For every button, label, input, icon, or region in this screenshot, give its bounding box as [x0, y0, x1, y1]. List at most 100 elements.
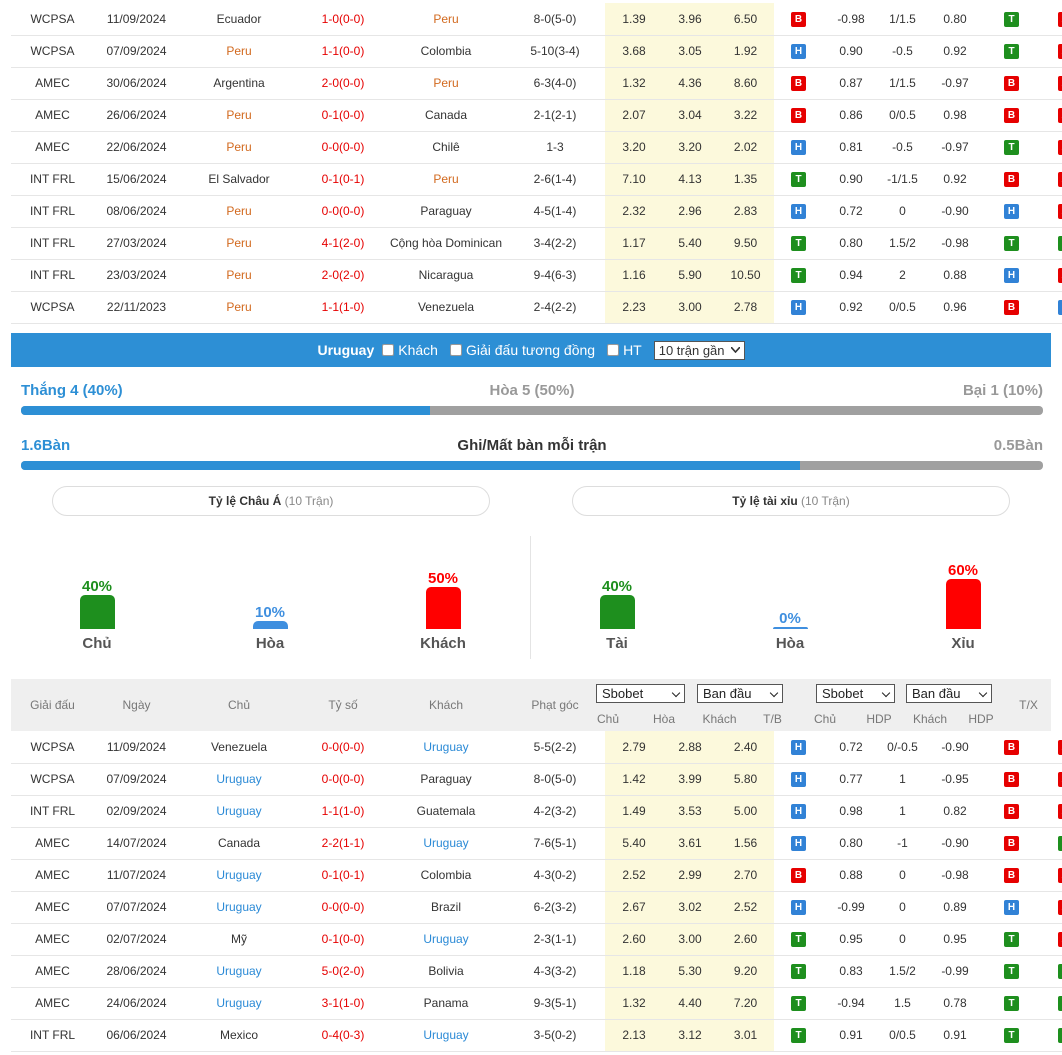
- league-cell-text[interactable]: AMEC: [35, 932, 70, 946]
- league-cell-text[interactable]: WCPSA: [30, 739, 75, 754]
- home-team-cell-text[interactable]: Peru: [226, 236, 252, 250]
- home-team-cell-text[interactable]: Canada: [217, 836, 261, 850]
- odds-draw-cell: 3.53: [663, 795, 717, 828]
- home-team-cell-text[interactable]: Uruguay: [216, 996, 262, 1010]
- ah-result-badge: B: [1004, 868, 1019, 883]
- ou-result-badge: X: [1057, 772, 1062, 787]
- ou-result-badge: T: [1057, 236, 1062, 251]
- ah-home-cell-text: 0.90: [839, 172, 863, 186]
- home-team-cell-text[interactable]: Argentina: [213, 76, 265, 90]
- league-cell-text[interactable]: AMEC: [35, 108, 70, 122]
- home-team-cell: Peru: [179, 227, 299, 260]
- league-cell-text[interactable]: AMEC: [35, 836, 70, 850]
- asian-handicap-tab[interactable]: Tỷ lệ Châu Á (10 Trận): [52, 486, 490, 516]
- home-team-cell-text[interactable]: Ecuador: [216, 11, 262, 26]
- same-league-checkbox[interactable]: Giải đấu tương đồng: [449, 342, 595, 358]
- ou-result-badge-cell: X: [1039, 763, 1062, 796]
- date-cell: 30/06/2024: [94, 67, 179, 100]
- corner-cell-text: 9-4(6-3): [533, 268, 577, 282]
- corner-cell: 5-10(3-4): [505, 35, 605, 68]
- odds-type-select-2[interactable]: Ban đầu: [906, 684, 992, 703]
- odds-type-select-1[interactable]: Ban đầu: [697, 684, 783, 703]
- ah-home-cell-text: 0.95: [839, 932, 863, 946]
- odds-away-cell: 1.35: [717, 163, 774, 196]
- away-team-cell-text[interactable]: Nicaragua: [418, 268, 474, 282]
- away-team-cell-text[interactable]: Uruguay: [423, 1028, 469, 1042]
- recent-matches-select[interactable]: 10 trận gần: [653, 340, 745, 360]
- league-cell-text[interactable]: INT FRL: [29, 172, 76, 186]
- away-team-cell-text[interactable]: Peru: [433, 11, 459, 26]
- home-team-cell-text[interactable]: Uruguay: [216, 964, 262, 978]
- ou-result-badge: X: [1057, 11, 1062, 27]
- home-team-cell-text[interactable]: Venezuela: [210, 739, 268, 754]
- away-team-cell-text[interactable]: Chilê: [432, 140, 460, 154]
- home-team-cell-text[interactable]: Uruguay: [216, 772, 262, 786]
- home-team-cell-text[interactable]: Uruguay: [216, 804, 262, 818]
- hdp-cell-text: 1/1.5: [889, 11, 916, 26]
- league-cell-text[interactable]: INT FRL: [29, 204, 76, 218]
- away-team-cell-text[interactable]: Uruguay: [423, 932, 469, 946]
- league-cell-text[interactable]: AMEC: [35, 964, 70, 978]
- ah-home-cell: 0.80: [823, 827, 879, 860]
- away-team-cell-text[interactable]: Uruguay: [423, 836, 469, 850]
- odds-home-cell: 2.60: [605, 923, 663, 956]
- league-cell-text[interactable]: INT FRL: [29, 268, 76, 282]
- hdp-cell: -1: [879, 827, 926, 860]
- ah-home-cell: 0.90: [823, 35, 879, 68]
- away-team-cell-text[interactable]: Colombia: [420, 868, 472, 882]
- home-team-cell-text[interactable]: Uruguay: [216, 868, 262, 882]
- away-team-cell-text[interactable]: Paraguay: [420, 204, 472, 218]
- home-team-cell-text[interactable]: Peru: [226, 300, 252, 314]
- odds-draw-cell: 5.40: [663, 227, 717, 260]
- away-team-cell-text[interactable]: Venezuela: [417, 300, 475, 314]
- league-cell-text[interactable]: INT FRL: [29, 236, 76, 250]
- bookmaker-select-1[interactable]: Sbobet: [596, 684, 685, 703]
- result-badge-cell: H: [774, 131, 823, 164]
- league-cell-text[interactable]: AMEC: [35, 76, 70, 90]
- home-team-cell-text[interactable]: Uruguay: [216, 900, 262, 914]
- odds-away-cell: 2.60: [717, 923, 774, 956]
- odds-away-cell: 3.01: [717, 1019, 774, 1052]
- ah-away-cell-text: -0.95: [941, 772, 969, 786]
- home-team-cell-text[interactable]: Peru: [226, 44, 252, 58]
- bookmaker-select-2[interactable]: Sbobet: [816, 684, 895, 703]
- away-filter-checkbox[interactable]: Khách: [382, 342, 438, 358]
- league-cell-text[interactable]: INT FRL: [29, 804, 76, 818]
- corner-cell-text: 4-2(3-2): [533, 804, 577, 818]
- away-team-cell-text[interactable]: Colombia: [420, 44, 472, 58]
- league-cell-text[interactable]: AMEC: [35, 900, 70, 914]
- away-team-cell-text[interactable]: Paraguay: [420, 772, 472, 786]
- home-team-cell-text[interactable]: Peru: [226, 204, 252, 218]
- league-cell-text[interactable]: AMEC: [35, 868, 70, 882]
- ht-checkbox[interactable]: HT: [607, 342, 642, 358]
- league-cell-text[interactable]: WCPSA: [30, 772, 75, 786]
- away-team-cell-text[interactable]: Peru: [433, 76, 459, 90]
- away-team-cell-text[interactable]: Brazil: [430, 900, 461, 914]
- home-team-cell-text[interactable]: Peru: [226, 108, 252, 122]
- draw-stat: Hòa 5 (50%): [489, 382, 575, 399]
- league-cell-text[interactable]: WCPSA: [30, 44, 75, 58]
- league-cell-text[interactable]: WCPSA: [30, 300, 75, 314]
- league-cell-text[interactable]: INT FRL: [29, 1028, 76, 1042]
- away-team-cell-text[interactable]: Panama: [423, 996, 469, 1010]
- home-team-cell-text[interactable]: El Salvador: [208, 172, 270, 186]
- away-team-cell-text[interactable]: Uruguay: [423, 739, 469, 754]
- away-team-cell-text[interactable]: Canada: [424, 108, 468, 122]
- home-team-cell-text[interactable]: Mexico: [219, 1028, 258, 1042]
- over-under-tab[interactable]: Tỷ lệ tài xỉu (10 Trận): [572, 486, 1010, 516]
- table-row: WCPSA 22/11/2023 Peru 1-1(1-0) Venezuela 2-4(…: [11, 291, 1062, 324]
- odds-draw-cell-text: 4.36: [678, 76, 702, 90]
- league-cell-text[interactable]: AMEC: [35, 140, 70, 154]
- ou-result-badge: T: [1057, 836, 1062, 851]
- odds-draw-cell: 4.13: [663, 163, 717, 196]
- league-cell-text[interactable]: AMEC: [35, 996, 70, 1010]
- away-team-cell-text[interactable]: Guatemala: [416, 804, 476, 818]
- away-team-cell-text[interactable]: Peru: [433, 172, 459, 186]
- home-team-cell-text[interactable]: Peru: [226, 140, 252, 154]
- away-team-cell-text[interactable]: Bolivia: [428, 964, 464, 978]
- home-team-cell-text[interactable]: Peru: [226, 268, 252, 282]
- ratio-bar: [79, 595, 115, 629]
- away-team-cell-text[interactable]: Cộng hòa Dominican: [389, 236, 503, 250]
- home-team-cell-text[interactable]: Mỹ: [231, 932, 247, 946]
- league-cell-text[interactable]: WCPSA: [30, 11, 75, 26]
